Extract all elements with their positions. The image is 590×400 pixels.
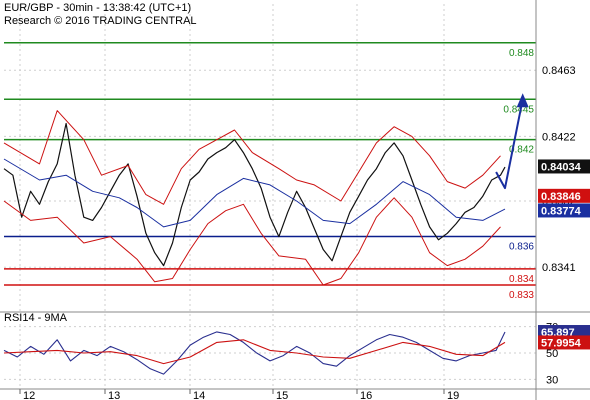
value-tag-last_price-text: 0.84034	[541, 161, 582, 173]
series-price	[3, 122, 506, 267]
series-projection	[495, 99, 524, 190]
x-tick-label: 14	[193, 390, 205, 400]
y-tick-label: 0.8422	[542, 131, 576, 143]
rsi-series-rsi_ma	[3, 339, 506, 365]
x-tick-label: 12	[23, 390, 35, 400]
series-bollinger_lower	[3, 197, 501, 286]
y-tick-label: 0.8341	[542, 262, 576, 274]
level-label-resistance: 0.842	[509, 145, 534, 156]
x-tick-label: 19	[447, 390, 459, 400]
value-tag-bollinger_upper: 0.83846	[538, 188, 590, 203]
value-tag-moving_average: 0.83774	[538, 203, 590, 218]
chart-copyright: Research © 2016 TRADING CENTRAL	[4, 15, 197, 27]
grid	[4, 4, 536, 386]
x-tick-label: 16	[360, 390, 372, 400]
level-label-pivot: 0.836	[509, 242, 534, 253]
chart-title: EUR/GBP - 30min - 13:38:42 (UTC+1)	[4, 2, 191, 14]
series-bollinger_upper	[3, 110, 501, 205]
x-tick-label: 13	[108, 390, 120, 400]
rsi-panel	[3, 331, 506, 375]
support-resistance-levels: 0.848 0.8445 0.842 0.836 0.834 0.833	[4, 42, 536, 301]
projection-arrowhead	[516, 93, 529, 108]
level-label-support: 0.833	[509, 290, 534, 301]
value-tag-bollinger_upper-bg	[538, 188, 590, 203]
rsi-tick-label: 30	[546, 374, 558, 386]
rsi-value-tag-rsi_ma: 57.9954	[538, 335, 590, 350]
rsi-tick-label: 50	[546, 348, 558, 360]
value-tag-bollinger_upper-text: 0.83846	[541, 191, 581, 203]
value-tag-last_price: 0.84034	[538, 159, 590, 174]
rsi-series-rsi	[3, 331, 506, 375]
series-moving_average	[3, 158, 506, 228]
rsi-title: RSI14 - 9MA	[4, 312, 68, 324]
value-tag-moving_average-text: 0.83774	[541, 205, 582, 217]
rsi-value-tag-rsi_ma-text: 57.9954	[541, 337, 582, 349]
level-label-resistance: 0.8445	[503, 104, 534, 115]
x-tick-label: 15	[276, 390, 288, 400]
level-label-support: 0.834	[509, 274, 534, 285]
rsi-value-tag-rsi_ma-bg	[538, 335, 590, 350]
y-tick-label: 0.8463	[542, 65, 576, 77]
price-series	[3, 93, 529, 286]
value-tag-last_price-bg	[538, 159, 590, 174]
value-tag-moving_average-bg	[538, 203, 590, 218]
level-label-resistance: 0.848	[509, 48, 534, 59]
